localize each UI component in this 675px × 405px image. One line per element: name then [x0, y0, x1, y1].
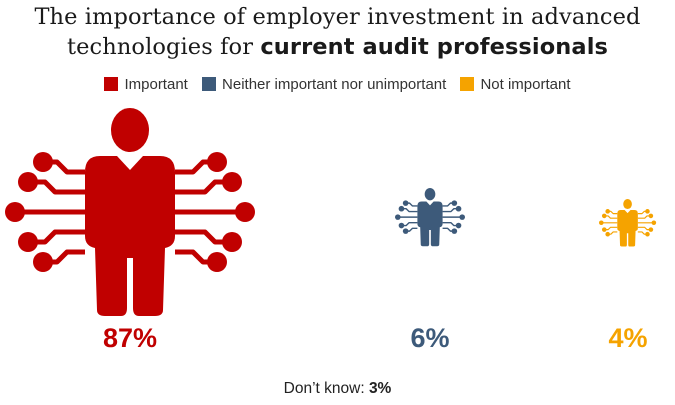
- legend-swatch-neither: [202, 77, 217, 91]
- icon-circuit-node: [222, 232, 242, 252]
- icon-circuit-node: [398, 222, 405, 229]
- legend-label-important: Important: [124, 76, 188, 93]
- legend-label-neither: Neither important nor unimportant: [222, 76, 447, 93]
- icon-body: [85, 156, 175, 316]
- icon-circuit-node: [649, 213, 654, 219]
- value-label-neither: 6%: [410, 323, 450, 353]
- icon-not-important: [599, 198, 657, 247]
- icon-collar: [117, 156, 143, 170]
- value-label-not-important: 4%: [608, 323, 648, 353]
- icon-circuit-node: [222, 172, 242, 192]
- icon-circuit-node: [605, 209, 611, 214]
- title-line-1: The importance of employer investment in…: [34, 4, 641, 30]
- icon-head: [424, 188, 436, 201]
- icon-circuit-node: [455, 222, 462, 229]
- legend: Important Neither important nor unimport…: [0, 76, 675, 93]
- icon-head: [111, 108, 149, 152]
- icon-circuit-node: [395, 214, 401, 221]
- legend-swatch-not-important: [460, 77, 475, 91]
- icon-circuit-node: [5, 202, 25, 222]
- icon-circuit-node: [602, 227, 607, 232]
- legend-item-important: Important: [104, 76, 188, 93]
- icon-circuit-node: [605, 231, 611, 237]
- icon-circuit-node: [398, 206, 405, 212]
- icon-circuit-node: [649, 227, 654, 232]
- icon-important: [5, 108, 255, 316]
- icon-circuit-node: [33, 252, 53, 272]
- icon-circuit-node: [402, 200, 409, 207]
- icon-circuit-node: [645, 231, 651, 237]
- icon-circuit-node: [402, 228, 409, 235]
- icon-circuit-node: [651, 220, 657, 226]
- icon-circuit-node: [207, 252, 227, 272]
- value-label-important: 87%: [102, 323, 158, 353]
- dont-know-note: Don’t know: 3%: [0, 380, 675, 398]
- dont-know-label: Don’t know:: [283, 380, 369, 397]
- icon-circuit-node: [235, 202, 255, 222]
- icon-body: [417, 201, 443, 247]
- chart-title: The importance of employer investment in…: [0, 2, 675, 62]
- title-line-2-prefix: technologies for: [66, 34, 261, 60]
- icon-circuit-node: [33, 152, 53, 172]
- icon-collar: [625, 209, 631, 214]
- icon-head: [623, 198, 633, 210]
- legend-label-not-important: Not important: [480, 76, 571, 93]
- legend-item-not-important: Not important: [460, 76, 571, 93]
- icon-circuit-node: [18, 172, 38, 192]
- icon-circuit-node: [599, 220, 604, 226]
- icon-body: [617, 209, 639, 247]
- icon-circuit-node: [645, 209, 651, 214]
- icon-circuit-node: [18, 232, 38, 252]
- title-line-2-bold: current audit professionals: [260, 34, 609, 60]
- dont-know-value: 3%: [368, 380, 392, 397]
- icon-circuit-node: [207, 152, 227, 172]
- icon-circuit-node: [455, 206, 462, 212]
- legend-swatch-important: [104, 77, 119, 91]
- icon-circuit-node: [451, 228, 458, 235]
- icon-collar: [426, 201, 434, 206]
- icon-circuit-node: [459, 214, 465, 221]
- icon-circuit-node: [451, 200, 458, 207]
- icon-circuit-node: [602, 213, 607, 219]
- icon-neither: [395, 188, 465, 247]
- legend-item-neither: Neither important nor unimportant: [202, 76, 446, 93]
